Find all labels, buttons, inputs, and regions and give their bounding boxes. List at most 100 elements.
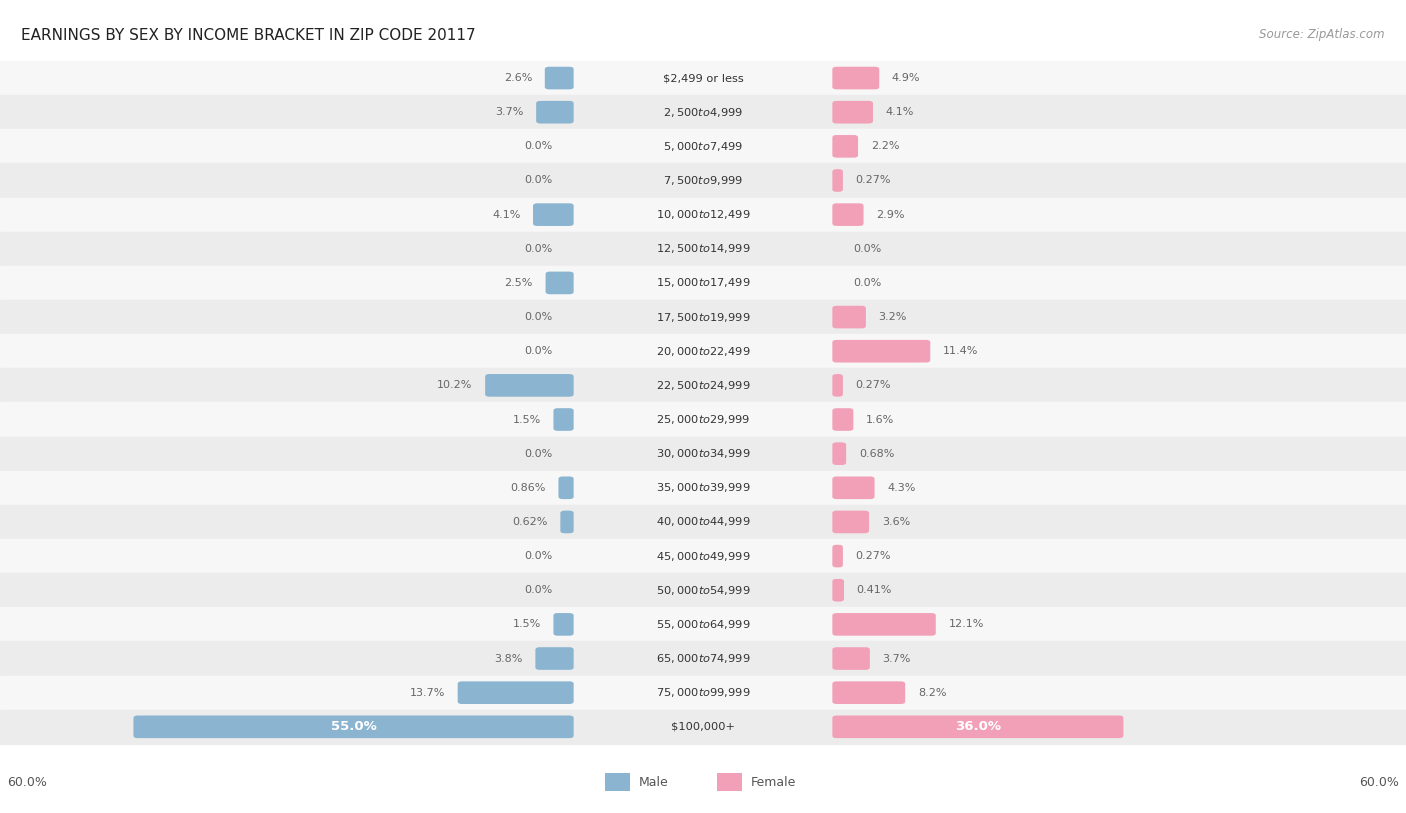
FancyBboxPatch shape xyxy=(832,408,853,431)
FancyBboxPatch shape xyxy=(558,476,574,499)
FancyBboxPatch shape xyxy=(832,203,863,226)
Text: $100,000+: $100,000+ xyxy=(671,722,735,732)
Bar xyxy=(0,676,1406,710)
Text: Male: Male xyxy=(638,776,668,789)
Text: 0.27%: 0.27% xyxy=(856,380,891,390)
FancyBboxPatch shape xyxy=(561,511,574,533)
Text: 8.2%: 8.2% xyxy=(918,688,946,698)
Bar xyxy=(0,95,1406,129)
Text: 0.27%: 0.27% xyxy=(856,176,891,185)
Bar xyxy=(0,368,1406,402)
Text: 60.0%: 60.0% xyxy=(7,776,46,789)
Text: 0.0%: 0.0% xyxy=(524,585,553,595)
Text: 3.2%: 3.2% xyxy=(879,312,907,322)
Text: $45,000 to $49,999: $45,000 to $49,999 xyxy=(655,550,751,563)
FancyBboxPatch shape xyxy=(544,67,574,89)
FancyBboxPatch shape xyxy=(832,340,931,363)
FancyBboxPatch shape xyxy=(554,613,574,636)
Text: $40,000 to $44,999: $40,000 to $44,999 xyxy=(655,515,751,528)
Text: 10.2%: 10.2% xyxy=(437,380,472,390)
Text: 0.0%: 0.0% xyxy=(524,244,553,254)
FancyBboxPatch shape xyxy=(536,101,574,124)
FancyBboxPatch shape xyxy=(832,67,879,89)
FancyBboxPatch shape xyxy=(546,272,574,294)
Bar xyxy=(0,505,1406,539)
Text: $5,000 to $7,499: $5,000 to $7,499 xyxy=(664,140,742,153)
Text: $20,000 to $22,499: $20,000 to $22,499 xyxy=(655,345,751,358)
FancyBboxPatch shape xyxy=(832,511,869,533)
Bar xyxy=(0,710,1406,744)
Text: 4.1%: 4.1% xyxy=(886,107,914,117)
FancyBboxPatch shape xyxy=(458,681,574,704)
Text: Female: Female xyxy=(751,776,796,789)
Text: 60.0%: 60.0% xyxy=(1360,776,1399,789)
Text: 0.27%: 0.27% xyxy=(856,551,891,561)
Text: 1.6%: 1.6% xyxy=(866,415,894,424)
Text: $35,000 to $39,999: $35,000 to $39,999 xyxy=(655,481,751,494)
Text: $30,000 to $34,999: $30,000 to $34,999 xyxy=(655,447,751,460)
Bar xyxy=(0,641,1406,676)
Text: 1.5%: 1.5% xyxy=(513,415,541,424)
Text: 2.2%: 2.2% xyxy=(870,141,900,151)
FancyBboxPatch shape xyxy=(832,101,873,124)
Text: $50,000 to $54,999: $50,000 to $54,999 xyxy=(655,584,751,597)
Bar xyxy=(605,773,630,791)
Text: 13.7%: 13.7% xyxy=(409,688,446,698)
Text: Source: ZipAtlas.com: Source: ZipAtlas.com xyxy=(1260,28,1385,41)
Text: 2.9%: 2.9% xyxy=(876,210,904,220)
Text: 0.0%: 0.0% xyxy=(853,244,882,254)
FancyBboxPatch shape xyxy=(832,715,1123,738)
Text: $7,500 to $9,999: $7,500 to $9,999 xyxy=(664,174,742,187)
FancyBboxPatch shape xyxy=(832,374,844,397)
Text: 3.6%: 3.6% xyxy=(882,517,910,527)
Text: $22,500 to $24,999: $22,500 to $24,999 xyxy=(655,379,751,392)
Text: 4.9%: 4.9% xyxy=(891,73,921,83)
Text: EARNINGS BY SEX BY INCOME BRACKET IN ZIP CODE 20117: EARNINGS BY SEX BY INCOME BRACKET IN ZIP… xyxy=(21,28,475,43)
Text: $55,000 to $64,999: $55,000 to $64,999 xyxy=(655,618,751,631)
Text: 0.86%: 0.86% xyxy=(510,483,546,493)
Bar xyxy=(0,61,1406,95)
Text: $17,500 to $19,999: $17,500 to $19,999 xyxy=(655,311,751,324)
Text: 0.68%: 0.68% xyxy=(859,449,894,459)
Text: 11.4%: 11.4% xyxy=(943,346,979,356)
Bar xyxy=(0,198,1406,232)
Bar xyxy=(0,129,1406,163)
Text: $65,000 to $74,999: $65,000 to $74,999 xyxy=(655,652,751,665)
Bar xyxy=(0,232,1406,266)
FancyBboxPatch shape xyxy=(832,545,844,567)
Text: 0.0%: 0.0% xyxy=(524,449,553,459)
Text: 0.0%: 0.0% xyxy=(524,346,553,356)
Bar xyxy=(0,334,1406,368)
Text: 0.41%: 0.41% xyxy=(856,585,891,595)
Text: $2,500 to $4,999: $2,500 to $4,999 xyxy=(664,106,742,119)
Text: 1.5%: 1.5% xyxy=(513,620,541,629)
Text: 2.6%: 2.6% xyxy=(503,73,531,83)
Text: 0.0%: 0.0% xyxy=(524,312,553,322)
Text: $2,499 or less: $2,499 or less xyxy=(662,73,744,83)
FancyBboxPatch shape xyxy=(536,647,574,670)
Text: 36.0%: 36.0% xyxy=(955,720,1001,733)
Text: 0.0%: 0.0% xyxy=(524,176,553,185)
FancyBboxPatch shape xyxy=(832,442,846,465)
Text: 4.1%: 4.1% xyxy=(492,210,520,220)
Text: 0.0%: 0.0% xyxy=(853,278,882,288)
FancyBboxPatch shape xyxy=(832,306,866,328)
Bar xyxy=(0,539,1406,573)
FancyBboxPatch shape xyxy=(485,374,574,397)
Text: 0.62%: 0.62% xyxy=(512,517,548,527)
Bar xyxy=(0,471,1406,505)
Text: $25,000 to $29,999: $25,000 to $29,999 xyxy=(655,413,751,426)
Bar xyxy=(0,607,1406,641)
FancyBboxPatch shape xyxy=(832,647,870,670)
Bar xyxy=(0,402,1406,437)
FancyBboxPatch shape xyxy=(533,203,574,226)
Text: $15,000 to $17,499: $15,000 to $17,499 xyxy=(655,276,751,289)
Text: 3.8%: 3.8% xyxy=(495,654,523,663)
FancyBboxPatch shape xyxy=(832,476,875,499)
FancyBboxPatch shape xyxy=(832,613,936,636)
Bar xyxy=(0,300,1406,334)
Text: $10,000 to $12,499: $10,000 to $12,499 xyxy=(655,208,751,221)
FancyBboxPatch shape xyxy=(832,135,858,158)
Text: 3.7%: 3.7% xyxy=(495,107,523,117)
FancyBboxPatch shape xyxy=(554,408,574,431)
